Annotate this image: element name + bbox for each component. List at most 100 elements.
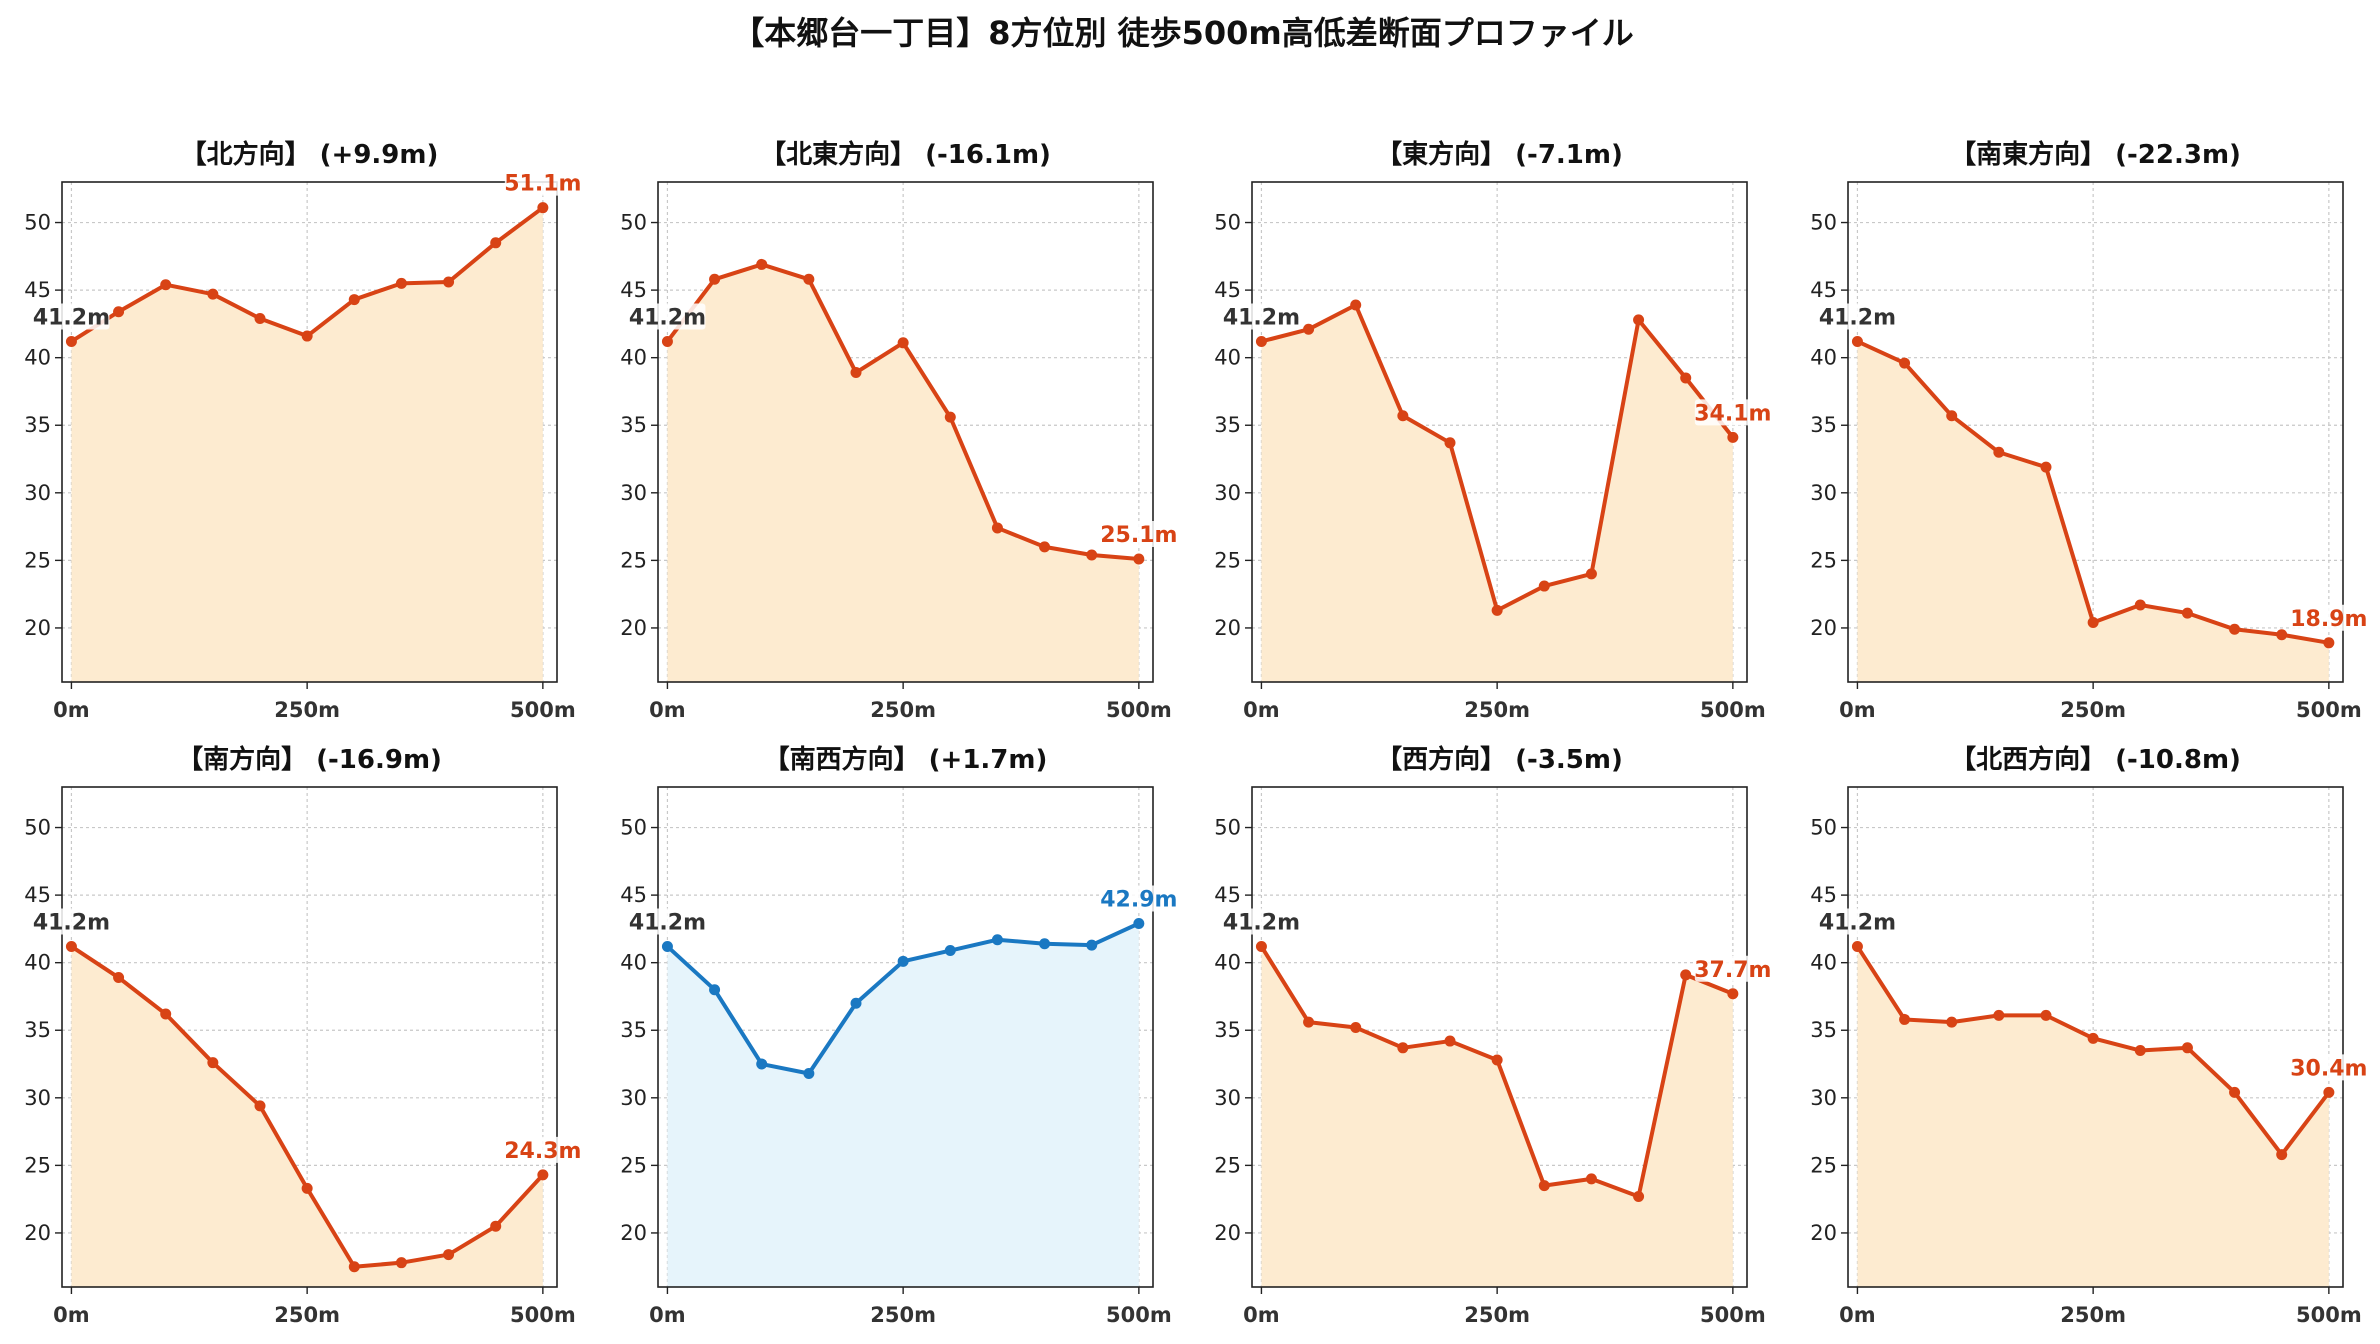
data-point xyxy=(1350,1022,1362,1034)
x-tick-label: 500m xyxy=(2296,698,2362,722)
x-tick-label: 250m xyxy=(2060,1303,2126,1327)
start-label: 41.2m xyxy=(629,910,706,935)
y-tick-label: 40 xyxy=(1214,346,1241,370)
end-label: 25.1m xyxy=(1100,523,1177,548)
data-point xyxy=(1491,604,1503,616)
data-point xyxy=(1680,969,1692,981)
y-tick-label: 45 xyxy=(24,883,51,907)
y-tick-label: 40 xyxy=(1810,951,1837,975)
end-label: 34.1m xyxy=(1694,401,1771,426)
data-point xyxy=(1444,1035,1456,1047)
elevation-fill xyxy=(667,923,1139,1287)
panel-title: 【南東方向】 (-22.3m) xyxy=(1950,139,2241,170)
x-tick-label: 0m xyxy=(1839,1303,1876,1327)
data-point xyxy=(1303,323,1315,335)
y-tick-label: 25 xyxy=(1214,548,1241,572)
elevation-fill xyxy=(1857,341,2329,682)
data-point xyxy=(897,337,909,349)
y-tick-label: 35 xyxy=(620,1018,647,1042)
data-point xyxy=(1255,335,1267,347)
x-tick-label: 0m xyxy=(53,1303,90,1327)
y-tick-label: 30 xyxy=(1214,481,1241,505)
x-tick-label: 0m xyxy=(1243,1303,1280,1327)
panel-title: 【南方向】 (-16.9m) xyxy=(177,744,442,775)
x-tick-label: 500m xyxy=(510,1303,576,1327)
y-tick-label: 30 xyxy=(620,481,647,505)
start-label-bg xyxy=(629,908,706,935)
y-tick-label: 45 xyxy=(1214,883,1241,907)
x-tick-label: 250m xyxy=(1464,698,1530,722)
y-tick-label: 25 xyxy=(1810,548,1837,572)
y-tick-label: 50 xyxy=(1214,211,1241,235)
y-tick-label: 50 xyxy=(1214,816,1241,840)
y-tick-label: 35 xyxy=(1810,1018,1837,1042)
x-tick-label: 250m xyxy=(1464,1303,1530,1327)
panel-title: 【北方向】 (+9.9m) xyxy=(181,139,439,170)
data-point xyxy=(443,1249,455,1261)
x-tick-label: 500m xyxy=(1700,698,1766,722)
data-point xyxy=(160,279,172,291)
data-point xyxy=(1993,1009,2005,1021)
elevation-fill xyxy=(71,946,543,1287)
data-point xyxy=(1727,988,1739,1000)
data-point xyxy=(490,1220,502,1232)
data-point xyxy=(65,940,77,952)
data-point xyxy=(2040,461,2052,473)
end-label: 24.3m xyxy=(504,1139,581,1164)
data-point xyxy=(1397,410,1409,422)
data-point xyxy=(1585,568,1597,580)
panel-title: 【西方向】 (-3.5m) xyxy=(1376,744,1623,775)
y-tick-label: 25 xyxy=(1214,1153,1241,1177)
y-tick-label: 40 xyxy=(620,346,647,370)
y-tick-label: 45 xyxy=(1810,883,1837,907)
end-label-bg xyxy=(504,169,581,196)
data-point xyxy=(991,934,1003,946)
end-label-bg xyxy=(1694,399,1771,426)
y-tick-label: 25 xyxy=(620,1153,647,1177)
data-point xyxy=(1851,940,1863,952)
axes-frame xyxy=(657,181,1154,683)
y-tick-label: 30 xyxy=(24,1086,51,1110)
y-tick-label: 30 xyxy=(24,481,51,505)
data-point xyxy=(443,276,455,288)
start-label-bg xyxy=(1223,908,1300,935)
y-tick-label: 30 xyxy=(1810,481,1837,505)
start-label: 41.2m xyxy=(629,305,706,330)
y-tick-label: 20 xyxy=(620,616,647,640)
panel-title: 【南西方向】 (+1.7m) xyxy=(764,744,1048,775)
start-label-bg xyxy=(629,303,706,330)
data-point xyxy=(160,1008,172,1020)
axes-frame xyxy=(657,786,1154,1288)
data-point xyxy=(537,1169,549,1181)
end-label: 30.4m xyxy=(2290,1056,2367,1081)
axes-frame xyxy=(1847,181,2344,683)
y-tick-label: 20 xyxy=(1810,1221,1837,1245)
data-point xyxy=(2134,1045,2146,1057)
panel-title: 【北西方向】 (-10.8m) xyxy=(1950,744,2241,775)
elevation-fill xyxy=(1261,946,1733,1287)
y-tick-label: 20 xyxy=(24,616,51,640)
end-label: 42.9m xyxy=(1100,887,1177,912)
elevation-fill xyxy=(71,207,543,683)
data-point xyxy=(1851,335,1863,347)
elevation-fill xyxy=(1857,946,2329,1287)
end-label-bg xyxy=(1100,885,1177,912)
y-tick-label: 20 xyxy=(1810,616,1837,640)
axes-frame xyxy=(61,181,558,683)
y-tick-label: 45 xyxy=(24,278,51,302)
data-point xyxy=(1086,549,1098,561)
data-point xyxy=(2229,623,2241,635)
y-tick-label: 45 xyxy=(1214,278,1241,302)
data-point xyxy=(756,258,768,270)
x-tick-label: 500m xyxy=(1106,698,1172,722)
end-label-bg xyxy=(1694,955,1771,982)
data-point xyxy=(2276,629,2288,641)
